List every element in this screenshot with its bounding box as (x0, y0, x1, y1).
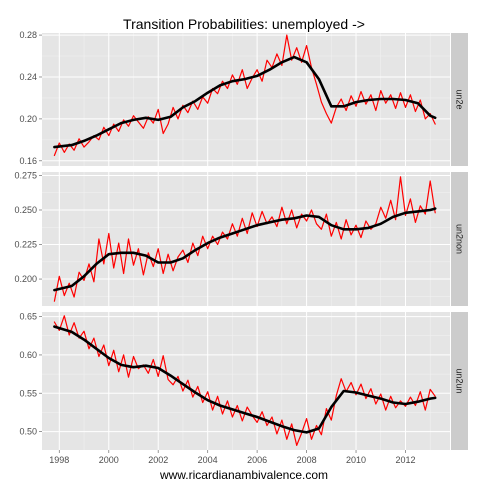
facet-strip-label: un2non (455, 224, 465, 254)
x-axis-label: www.ricardianambivalence.com (159, 468, 328, 480)
panel-un2un: 0.50 0.55 0.60 0.65 un2un (19, 312, 468, 450)
y-tick-label: 0.225 (14, 240, 37, 250)
y-tick-label: 0.20 (19, 114, 37, 124)
facet-strip (451, 33, 468, 166)
x-tick-label: 2006 (247, 455, 267, 465)
facet-strip (451, 172, 468, 306)
raw-series-line-un2non (53, 176, 436, 302)
y-tick-label: 0.50 (19, 427, 37, 437)
panel-un2non: 0.200 0.225 0.250 0.275 un2non (14, 170, 468, 306)
x-tick-label: 2000 (99, 455, 119, 465)
facet-panels: 0.16 0.20 0.24 0.28 un2e 0.200 0.225 0.250 0.275… (14, 30, 468, 450)
y-tick-label: 0.200 (14, 274, 37, 284)
facet-strip-label: un2e (455, 89, 465, 109)
y-tick-label: 0.24 (19, 72, 37, 82)
y-tick-label: 0.16 (19, 156, 37, 166)
x-axis: 1998 2000 2002 2004 2006 2008 2010 2012 (49, 450, 416, 465)
y-tick-label: 0.65 (19, 312, 37, 322)
y-tick-label: 0.250 (14, 205, 37, 215)
smoothed-line-un2e (53, 55, 437, 149)
y-tick-label: 0.28 (19, 30, 37, 40)
y-tick-label: 0.275 (14, 170, 37, 180)
chart-title: Transition Probabilities: unemployed -> (123, 16, 365, 32)
x-tick-label: 2004 (198, 455, 218, 465)
y-tick-label: 0.60 (19, 350, 37, 360)
facet-strip-label: un2un (455, 368, 465, 393)
smoothed-line-un2un (53, 325, 437, 434)
x-tick-label: 2008 (297, 455, 317, 465)
facet-strip (451, 312, 468, 450)
x-tick-label: 1998 (49, 455, 69, 465)
panel-un2e: 0.16 0.20 0.24 0.28 un2e (19, 30, 468, 166)
panel-background (42, 312, 450, 450)
y-tick-label: 0.55 (19, 388, 37, 398)
x-tick-label: 2010 (346, 455, 366, 465)
smoothed-line-un2non (53, 207, 437, 292)
x-tick-label: 2002 (148, 455, 168, 465)
x-tick-label: 2012 (395, 455, 415, 465)
panel-background (42, 172, 450, 306)
